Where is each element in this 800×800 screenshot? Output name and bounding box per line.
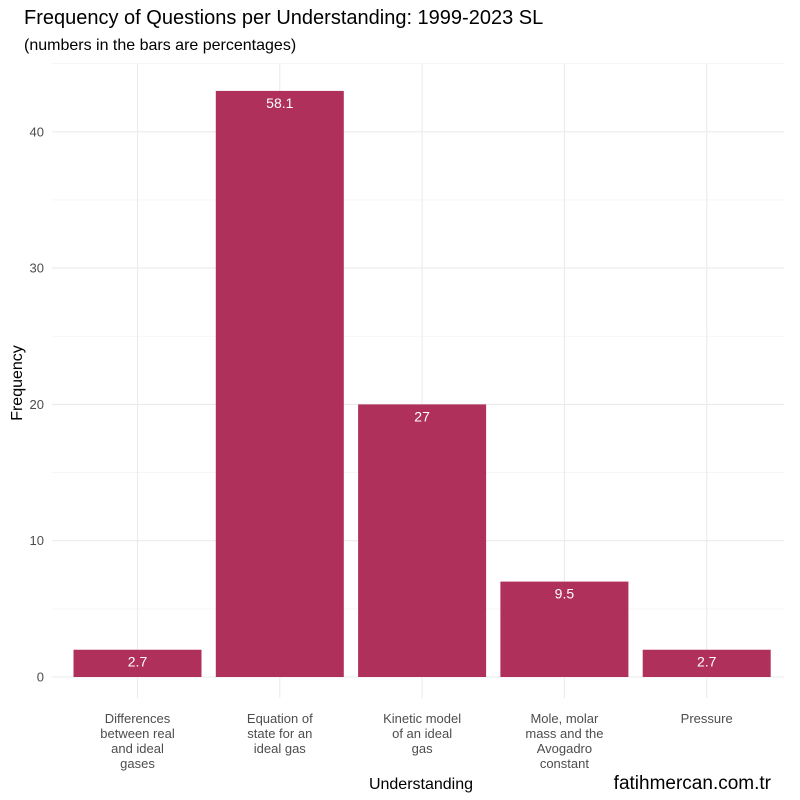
bar-1 [215,90,344,677]
chart-title: Frequency of Questions per Understanding… [24,7,543,29]
x-tick-label-0: Differences between real and ideal gases [100,711,175,771]
y-tick-label: 0 [37,670,44,685]
bar-4 [642,649,771,677]
data-label-2: 27 [414,408,430,424]
y-axis-ticks: 0 10 20 30 40 [30,124,44,684]
bar-2 [358,404,487,677]
data-label-1: 58.1 [266,95,293,111]
data-labels: 2.7 58.1 27 9.5 2.7 [128,95,717,670]
x-tick-label-3: Mole, molar mass and the Avogadro constant [525,711,603,771]
y-tick-label: 10 [30,533,44,548]
y-tick-label: 40 [30,124,44,139]
data-label-3: 9.5 [555,586,575,602]
x-tick-label-1: Equation of state for an ideal gas [247,711,313,756]
x-tick-label-2: Kinetic model of an ideal gas [383,711,461,756]
x-axis-ticks: Differences between real and ideal gases Equ… [100,711,732,771]
y-tick-label: 20 [30,397,44,412]
bars [73,90,771,677]
data-label-4: 2.7 [697,654,717,670]
y-axis-title: Frequency [9,345,26,421]
y-tick-label: 30 [30,261,44,276]
x-tick-label-4: Pressure [681,711,733,726]
x-axis-title: Understanding [369,776,473,793]
caption: fatihmercan.com.tr [614,773,772,794]
bar-3 [500,581,629,677]
data-label-0: 2.7 [128,654,148,670]
bar-0 [73,649,202,677]
chart-subtitle: (numbers in the bars are percentages) [24,37,296,54]
